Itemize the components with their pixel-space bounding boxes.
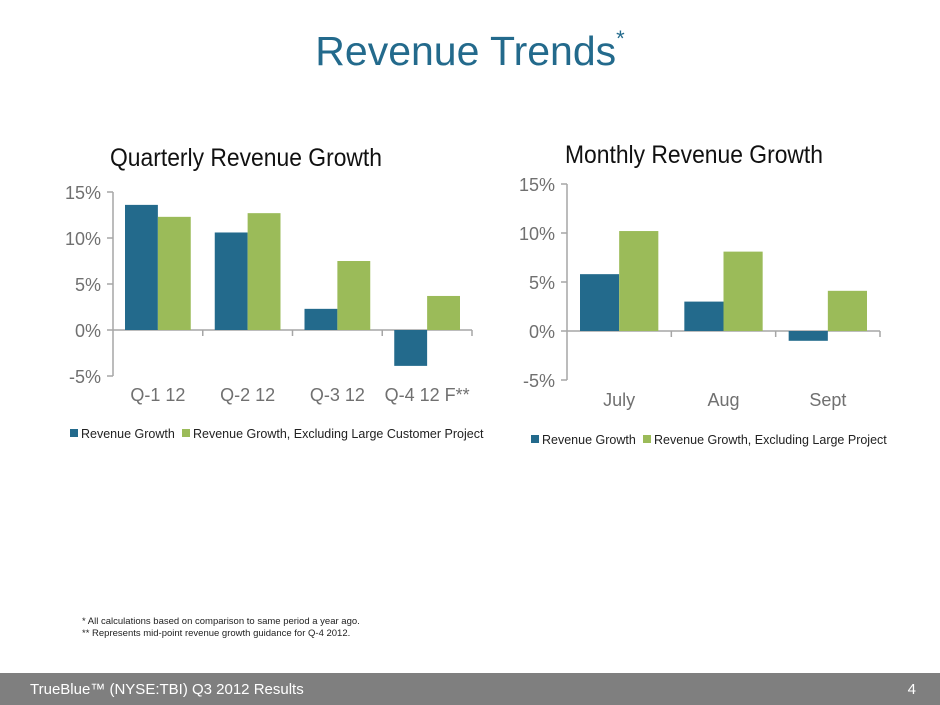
legend-swatch-1 (643, 435, 651, 443)
x-category-label: Q-2 12 (220, 385, 275, 405)
x-category-label: July (603, 390, 635, 410)
bar-revenue-growth-excluding-2 (337, 261, 371, 330)
y-tick-label: 15% (519, 175, 555, 195)
x-category-label: Aug (707, 390, 739, 410)
slide-title-text: Revenue Trends (315, 28, 617, 74)
bar-revenue-growth-excluding-0 (157, 216, 191, 330)
x-category-label: Q-4 12 F** (385, 385, 470, 405)
y-tick-label: 10% (65, 229, 101, 249)
x-category-label: Sept (809, 390, 846, 410)
y-tick-label: -5% (69, 367, 101, 387)
bar-revenue-growth-1 (684, 301, 724, 331)
footer-bar: TrueBlue™ (NYSE:TBI) Q3 2012 Results 4 (0, 673, 940, 705)
slide-title: Revenue Trends* (0, 26, 940, 75)
y-tick-label: 15% (65, 183, 101, 203)
bar-revenue-growth-2 (788, 331, 828, 341)
y-tick-label: 5% (529, 273, 555, 293)
bar-revenue-growth-excluding-1 (723, 251, 763, 331)
legend-label-0: Revenue Growth (542, 433, 636, 447)
y-tick-label: -5% (523, 371, 555, 391)
y-tick-label: 0% (75, 321, 101, 341)
footnote-2: ** Represents mid-point revenue growth g… (82, 628, 351, 639)
legend-label-1: Revenue Growth, Excluding Large Customer… (193, 427, 484, 441)
footnote-1: * All calculations based on comparison t… (82, 616, 360, 627)
bar-revenue-growth-0 (580, 274, 620, 331)
legend-swatch-0 (531, 435, 539, 443)
y-tick-label: 0% (529, 322, 555, 342)
title-footnote-marker: * (616, 26, 625, 52)
bar-revenue-growth-excluding-1 (247, 213, 281, 330)
bar-revenue-growth-0 (125, 204, 158, 330)
bar-revenue-growth-excluding-0 (619, 231, 659, 331)
x-category-label: Q-1 12 (130, 385, 185, 405)
footnotes: * All calculations based on comparison t… (82, 616, 360, 640)
legend-label-0: Revenue Growth (81, 427, 175, 441)
bar-revenue-growth-2 (304, 308, 338, 330)
bar-revenue-growth-3 (394, 330, 428, 366)
bar-revenue-growth-1 (214, 232, 248, 330)
chart-title: Quarterly Revenue Growth (110, 144, 382, 172)
y-tick-label: 5% (75, 275, 101, 295)
legend-swatch-1 (182, 429, 190, 437)
footer-text: TrueBlue™ (NYSE:TBI) Q3 2012 Results (30, 681, 304, 698)
page-number: 4 (907, 681, 916, 698)
legend-swatch-0 (70, 429, 78, 437)
x-category-label: Q-3 12 (310, 385, 365, 405)
chart-title: Monthly Revenue Growth (565, 141, 823, 169)
bar-revenue-growth-excluding-3 (427, 295, 460, 330)
bar-revenue-growth-excluding-2 (827, 290, 867, 331)
y-tick-label: 10% (519, 224, 555, 244)
legend-label-1: Revenue Growth, Excluding Large Project (654, 433, 887, 447)
